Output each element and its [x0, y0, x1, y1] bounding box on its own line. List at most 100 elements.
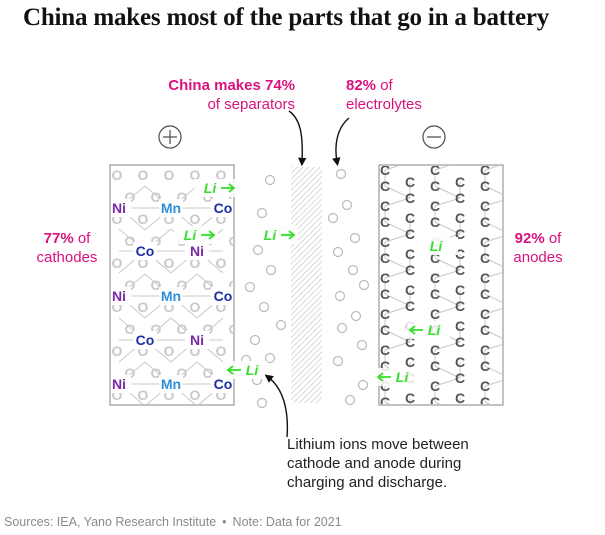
- metal-atom-ni: Ni: [112, 200, 126, 216]
- carbon-bond: [434, 257, 461, 271]
- carbon-atom: C: [455, 246, 465, 262]
- oxygen-atom: O: [203, 365, 214, 381]
- anode-box: [378, 164, 504, 406]
- oxygen-atom: O: [138, 387, 149, 403]
- carbon-atom: C: [505, 390, 515, 406]
- lithium-label: Li: [430, 238, 444, 254]
- oxygen-atom: O: [164, 211, 175, 227]
- carbon-atom: C: [405, 190, 415, 206]
- oxygen-atom: O: [125, 233, 136, 249]
- oxygen-atom: O: [125, 321, 136, 337]
- oxygen-atom: O: [112, 211, 123, 227]
- carbon-bond: [434, 341, 461, 351]
- carbon-atom: C: [405, 210, 415, 226]
- ion-arrowhead: [228, 183, 236, 193]
- ion-backdrop: [414, 237, 458, 255]
- electrolyte-particle: [258, 301, 270, 313]
- negative-terminal-icon: [422, 125, 446, 149]
- oxygen-atom: O: [164, 167, 175, 183]
- oxygen-atom: O: [229, 233, 240, 249]
- oxygen-atom: O: [177, 321, 188, 337]
- carbon-bond: [434, 365, 461, 379]
- source-footer: Sources: IEA, Yano Research Institute • No…: [4, 515, 342, 529]
- separators-label: of separators: [207, 96, 295, 113]
- carbon-atom: C: [480, 162, 490, 178]
- carbon-atom: C: [380, 342, 390, 358]
- carbon-bond: [484, 185, 502, 195]
- ion-arrowhead: [226, 365, 234, 375]
- atom-backdrop: [159, 375, 183, 393]
- carbon-atom: C: [480, 394, 490, 410]
- carbon-bond: [384, 221, 411, 235]
- carbon-atom: C: [405, 334, 415, 350]
- atom-backdrop: [133, 242, 157, 260]
- carbon-atom: C: [480, 306, 490, 322]
- ion-backdrop: [224, 361, 268, 379]
- carbon-atom: C: [455, 318, 465, 334]
- carbon-bond: [385, 510, 410, 522]
- oxygen-atom: O: [112, 387, 123, 403]
- ion-backdrop: [374, 368, 418, 386]
- electrolytes-label: electrolytes: [346, 96, 422, 113]
- carbon-atom: C: [380, 178, 390, 194]
- lithium-ion: Li: [194, 179, 238, 197]
- metal-atom-mn: Mn: [161, 288, 181, 304]
- cathodes-annotation: 77% of cathodes: [32, 229, 102, 267]
- carbon-bond: [484, 293, 502, 303]
- chart-title: China makes most of the parts that go in…: [23, 4, 550, 31]
- separator: [291, 167, 322, 403]
- carbon-bond: [434, 305, 461, 315]
- carbon-atom: C: [455, 390, 465, 406]
- carbon-atom: C: [455, 282, 465, 298]
- electrolyte-particle: [332, 355, 344, 367]
- sources-text: Sources: IEA, Yano Research Institute: [4, 515, 217, 529]
- carbon-atom: C: [455, 226, 465, 242]
- oxygen-atom: O: [190, 211, 201, 227]
- carbon-atom: C: [430, 394, 440, 410]
- metal-atom-mn: Mn: [161, 200, 181, 216]
- anodes-share: 92%: [514, 230, 545, 247]
- metal-atom-mn: Mn: [161, 376, 181, 392]
- electrolyte-particle: [249, 334, 261, 346]
- carbon-bond: [384, 257, 411, 271]
- carbon-atom: C: [480, 214, 490, 230]
- anodes-annotation: 92% of anodes: [508, 229, 568, 267]
- lithium-ion: Li: [254, 226, 298, 244]
- oxygen-atom: O: [190, 167, 201, 183]
- oxygen-atom: O: [216, 167, 227, 183]
- oxygen-atom: O: [112, 299, 123, 315]
- atom-backdrop: [159, 287, 183, 305]
- carbon-bond: [384, 197, 411, 207]
- ion-backdrop: [406, 321, 450, 339]
- carbon-bond: [384, 166, 400, 171]
- anodes-of: of: [548, 230, 562, 247]
- oxygen-atom: O: [112, 255, 123, 271]
- carbon-atom: C: [455, 298, 465, 314]
- carbon-atom: C: [505, 318, 515, 334]
- carbon-atom: C: [380, 270, 390, 286]
- carbon-atom: C: [430, 286, 440, 302]
- lithium-ion: Li: [406, 321, 450, 339]
- oxygen-atom: O: [190, 255, 201, 271]
- lithium-ion: Li: [414, 237, 458, 255]
- electrolytes-annotation: 82% of electrolytes: [346, 76, 466, 114]
- carbon-atom: C: [405, 298, 415, 314]
- oxygen-atom: O: [125, 365, 136, 381]
- separators-annotation: China makes 74% of separators: [160, 76, 295, 114]
- carbon-bond: [384, 185, 411, 199]
- metal-atom-ni: Ni: [190, 332, 204, 348]
- lithium-ion: Li: [224, 361, 268, 379]
- electrolyte-particle: [350, 310, 362, 322]
- cathodes-label: cathodes: [36, 249, 98, 266]
- electrolyte-particle: [356, 339, 368, 351]
- oxygen-atom: O: [125, 189, 136, 205]
- carbon-atom: C: [480, 178, 490, 194]
- electrolyte-particle: [332, 246, 344, 258]
- metal-atom-ni: Ni: [190, 243, 204, 259]
- footer-separator-dot: •: [222, 515, 227, 529]
- carbon-atom: C: [505, 174, 515, 190]
- carbon-atom: C: [380, 322, 390, 338]
- atom-backdrop: [211, 287, 233, 305]
- metal-atom-co: Co: [136, 243, 155, 259]
- note-text: Note: Data for 2021: [232, 515, 342, 529]
